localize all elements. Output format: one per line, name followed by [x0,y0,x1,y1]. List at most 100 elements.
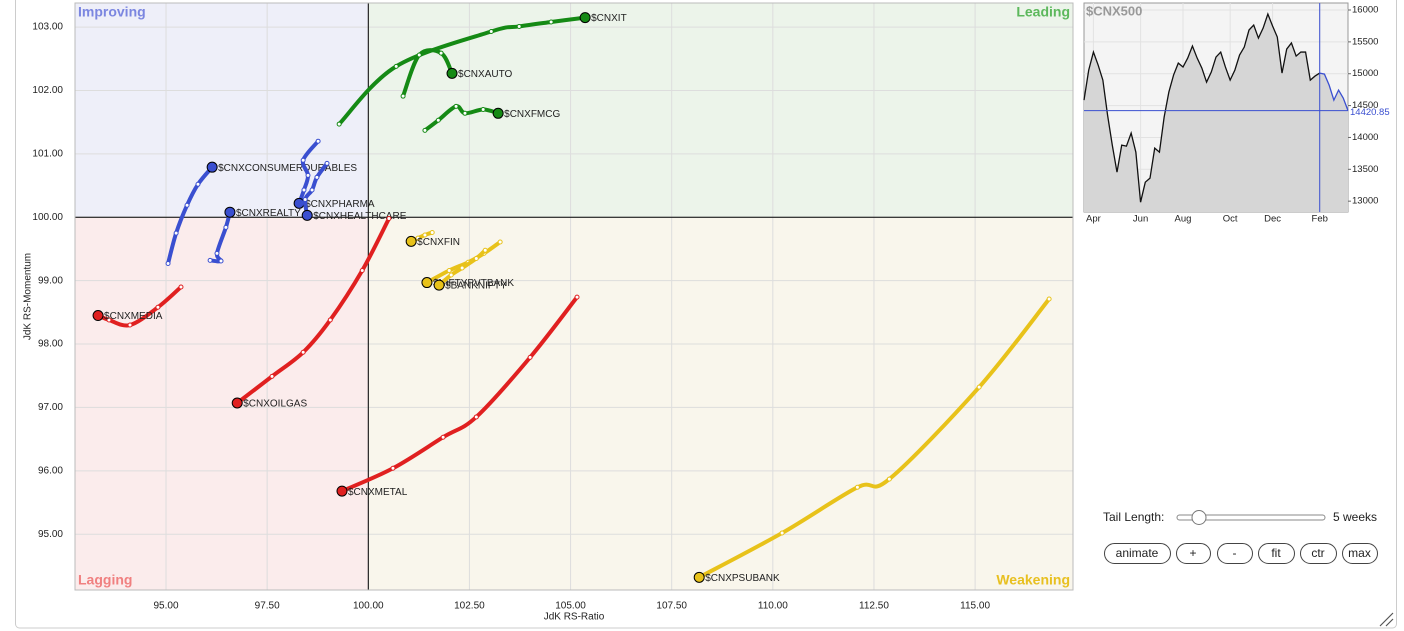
tail-point [459,265,465,271]
series-label: $CNXHEALTHCARE [313,211,406,222]
tail-point [480,106,486,112]
button-label[interactable]: + [1189,546,1196,560]
tail-point [548,19,554,25]
tail-point [207,257,213,263]
tail-point [516,23,522,29]
y-tick-label: 98.00 [38,339,63,350]
button[interactable] [1300,543,1337,564]
series-label: $CNXOILGAS [243,399,307,410]
button[interactable] [1217,543,1253,564]
tail-line [401,48,455,99]
tail-point [462,110,468,116]
head-point [433,279,445,291]
x-tick-label: Dec [1264,214,1281,225]
x-tick-label: 107.50 [656,601,687,612]
tail-point [400,93,406,99]
y-tick-label: 99.00 [38,275,63,286]
series-label: $CNXMETAL [348,487,408,498]
quadrant-background [368,217,1073,590]
y-tick-label: 16000 [1352,5,1378,16]
head-point [421,277,433,289]
button-label[interactable]: ctr [1311,546,1324,560]
x-tick-label: 115.00 [960,601,990,612]
tail-point [1046,296,1052,302]
slider-thumb[interactable] [1191,510,1207,525]
y-tick-label: 15500 [1352,36,1378,47]
head-point [206,161,218,173]
quadrant-label: Improving [78,4,146,20]
tail-point [214,250,220,256]
tail-point [416,52,422,58]
button[interactable] [1104,543,1171,564]
tail-point [195,181,201,187]
x-tick-label: 110.00 [758,601,788,612]
tail-point [336,121,342,127]
tail-point [327,317,333,323]
tail-point [473,414,479,420]
series-label: $CNXCONSUMERDURABLES [218,163,357,174]
x-tick-label: 97.50 [255,601,280,612]
tail-point [386,216,392,222]
tail-length-value: 5 weeks [1333,510,1377,524]
tail-point [779,530,785,536]
button-label[interactable]: max [1348,546,1371,560]
price-line [1083,12,1321,203]
tail-point [269,373,275,379]
head-point [224,206,236,218]
y-tick-label: 100.00 [32,212,63,223]
tail-point [422,232,428,238]
button[interactable] [1258,543,1295,564]
head-point [92,310,104,322]
quadrant-label: Lagging [78,572,132,588]
tail-point [574,294,580,300]
tail-point [302,197,308,203]
tail-line [339,295,580,494]
x-tick-label: 102.50 [454,601,485,612]
series-label: $NIFTYPVTBANK [433,278,514,289]
x-tick-label: Feb [1312,214,1328,225]
y-tick-label: 13000 [1352,196,1378,207]
tail-point [305,172,311,178]
series-label: $CNXAUTO [458,69,512,80]
last-value-label: 14420.85 [1350,107,1390,118]
x-tick-label: Apr [1086,214,1101,225]
tail-point [527,354,533,360]
tail-point [315,138,321,144]
x-tick-label: 95.00 [154,601,179,612]
tail-point [453,103,459,109]
tail-point [435,117,441,123]
tail-point [178,284,184,290]
head-point [492,107,504,119]
y-axis-title: JdK RS-Momentum [23,253,34,340]
button-label[interactable]: fit [1271,546,1281,560]
series-label: $CNXFIN [417,237,460,248]
quadrant-label: Weakening [996,572,1070,588]
button[interactable] [1176,543,1211,564]
x-tick-label: Jun [1133,214,1148,225]
button-label[interactable]: animate [1116,546,1159,560]
head-point [693,571,705,583]
quadrant-background [75,3,369,218]
quadrant-background [75,217,369,590]
tail-point [390,465,396,471]
series-label: $CNXMEDIA [104,311,163,322]
tail-point [446,268,452,274]
head-point [301,209,313,221]
button-label[interactable]: - [1233,546,1237,560]
series-label: $CNXFMCG [504,109,560,120]
tail-point [976,384,982,390]
button[interactable] [1342,543,1378,564]
x-tick-label: Oct [1223,214,1238,225]
y-tick-label: 15000 [1352,68,1378,79]
x-tick-label: 105.00 [555,601,586,612]
tail-point [422,127,428,133]
tail-point [165,261,171,267]
x-tick-label: 100.00 [353,601,384,612]
series-label: $CNXPSUBANK [705,573,780,584]
tail-point [309,187,315,193]
y-tick-label: 97.00 [38,402,63,413]
head-point [293,197,305,209]
series-label: $BANKNIFTY [445,281,507,292]
quadrant-label: Leading [1016,4,1070,20]
